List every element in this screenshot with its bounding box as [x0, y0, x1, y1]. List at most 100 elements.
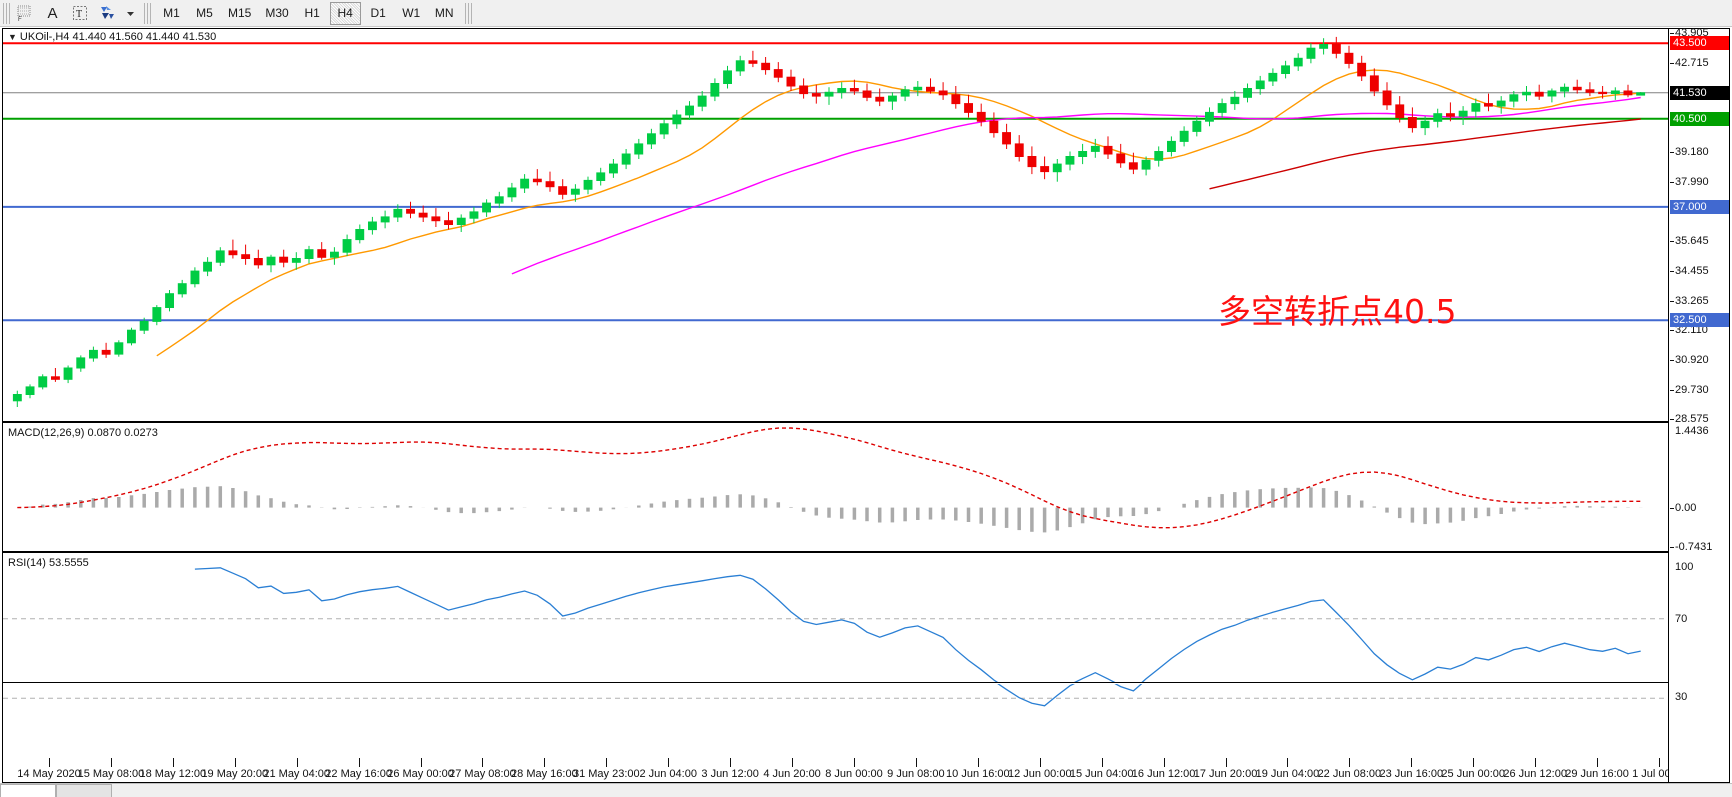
toolbar-separator-end [464, 2, 472, 24]
price-axis-badge-40-500: 40.500 [1670, 111, 1729, 126]
time-axis-label-21: 22 Jun 08:00 [1317, 768, 1382, 780]
time-axis-tick [915, 758, 917, 767]
time-axis-label-11: 3 Jun 12:00 [701, 768, 759, 780]
price-axis-column[interactable]: 43.90542.71541.52540.37039.18037.99036.8… [1668, 27, 1729, 782]
timeframe-m5[interactable]: M5 [196, 6, 213, 20]
time-axis-tick [1225, 758, 1227, 767]
timeframe-m1[interactable]: M1 [163, 6, 180, 20]
timeframe-m15[interactable]: M15 [228, 6, 252, 20]
price-axis-badge-43-500: 43.500 [1670, 36, 1729, 51]
time-axis-label-4: 21 May 04:00 [263, 768, 331, 780]
time-axis-label-5: 22 May 16:00 [325, 768, 392, 780]
timeframe-h4[interactable]: H4 [329, 1, 361, 25]
time-axis-label-14: 9 Jun 08:00 [887, 768, 945, 780]
chart-tab-1[interactable] [0, 784, 56, 797]
time-axis-tick [296, 758, 298, 767]
time-axis-tick [1411, 758, 1413, 767]
rsi-pane[interactable]: RSI(14) 53.5555 [3, 555, 1729, 683]
time-axis-tick [110, 758, 112, 767]
price-axis-tick-9: 33.265 [1670, 294, 1709, 307]
timeframe-d1[interactable]: D1 [370, 6, 386, 20]
time-axis-tick [1659, 758, 1660, 767]
price-axis-tick-8: 34.455 [1670, 264, 1709, 277]
chart-tab-2[interactable] [56, 784, 112, 797]
time-axis-label-7: 27 May 08:00 [449, 768, 516, 780]
time-axis-label-1: 15 May 08:00 [77, 768, 145, 780]
svg-text:T: T [76, 9, 82, 20]
time-axis-label-12: 4 Jun 20:00 [763, 768, 821, 780]
time-axis-label-13: 8 Jun 00:00 [825, 768, 883, 780]
chart-area[interactable]: ▼ UKOil-,H4 41.440 41.560 41.440 41.530 多… [2, 27, 1730, 783]
shapes-icon[interactable] [94, 2, 120, 25]
timeframe-h1[interactable]: H1 [304, 6, 320, 20]
price-plot [3, 36, 1669, 407]
price-pane[interactable]: ▼ UKOil-,H4 41.440 41.560 41.440 41.530 多… [3, 29, 1729, 423]
macd-pane-label: MACD(12,26,9) 0.0870 0.0273 [8, 427, 158, 439]
time-axis-label-17: 15 Jun 04:00 [1069, 768, 1134, 780]
macd-plot [17, 427, 1643, 533]
time-axis-tick [49, 758, 50, 767]
time-axis-label-18: 16 Jun 12:00 [1131, 768, 1196, 780]
time-axis-label-24: 26 Jun 12:00 [1503, 768, 1567, 780]
rsi-pane-label: RSI(14) 53.5555 [8, 557, 89, 569]
price-axis-badge-32-500: 32.500 [1670, 313, 1729, 328]
time-axis-tick [668, 758, 670, 767]
time-axis-label-2: 18 May 12:00 [139, 768, 207, 780]
price-pane-label: ▼ UKOil-,H4 41.440 41.560 41.440 41.530 [8, 31, 216, 43]
text-box-icon[interactable]: T [67, 2, 92, 25]
svg-text:F: F [18, 17, 22, 22]
price-axis-tick-12: 29.730 [1670, 383, 1709, 396]
timeframe-m30[interactable]: M30 [265, 6, 289, 20]
time-axis-label-0: 14 May 2020 [17, 768, 81, 780]
time-axis-tick [544, 758, 546, 767]
chart-annotation: 多空转折点40.5 [1218, 292, 1457, 331]
macd-axis-tick-2: -0.7431 [1669, 541, 1713, 553]
time-axis-tick [234, 758, 236, 767]
time-axis-label-9: 31 May 23:00 [572, 768, 640, 780]
rsi-axis-tick-1: 70 [1675, 612, 1688, 625]
time-axis-tick [606, 758, 608, 767]
time-axis-tick [792, 758, 794, 767]
price-axis-tick-13: 28.575 [1670, 413, 1709, 425]
time-axis-label-16: 12 Jun 00:00 [1007, 768, 1072, 780]
toolbar-separator [144, 2, 151, 24]
timeframe-w1[interactable]: W1 [402, 6, 421, 20]
time-axis-tick [1039, 758, 1041, 767]
time-axis-label-15: 10 Jun 16:00 [946, 768, 1010, 780]
time-axis-label-8: 28 May 16:00 [511, 768, 578, 780]
time-axis-label-6: 26 May 00:00 [387, 768, 454, 780]
macd-pane[interactable]: MACD(12,26,9) 0.0870 0.0273 [3, 425, 1729, 553]
letter-a-icon[interactable]: A [40, 2, 65, 25]
time-axis-pane: 14 May 2020 15 May 08:00 18 May 12:00 19 Ma… [3, 684, 1729, 782]
time-axis-label-25: 29 Jun 16:00 [1565, 768, 1629, 780]
toolbar-drag-handle[interactable] [3, 2, 10, 24]
time-axis-tick [1163, 758, 1165, 767]
price-axis-badge-37-000: 37.000 [1670, 199, 1729, 214]
time-axis-tick [854, 758, 855, 767]
time-axis-label-10: 2 Jun 04:00 [639, 768, 697, 780]
price-axis-tick-4: 39.180 [1670, 145, 1709, 158]
time-axis-tick [172, 758, 174, 767]
time-axis-label-22: 23 Jun 16:00 [1379, 768, 1444, 780]
price-axis-tick-7: 35.645 [1670, 234, 1709, 247]
time-axis-tick [358, 758, 360, 767]
macd-axis-tick-0: 1.4436 [1675, 425, 1709, 437]
crosshair-f-icon[interactable]: F [13, 2, 38, 25]
time-axis[interactable]: 14 May 2020 15 May 08:00 18 May 12:00 19 Ma… [3, 758, 1729, 782]
time-axis-tick [1597, 758, 1599, 767]
time-axis-tick [1101, 758, 1103, 767]
time-axis-label-3: 19 May 20:00 [201, 768, 269, 780]
collapse-arrow-icon[interactable]: ▼ [8, 32, 17, 42]
price-axis-tick-11: 30.920 [1670, 353, 1709, 366]
timeframe-mn[interactable]: MN [434, 6, 454, 20]
rsi-axis-tick-0: 100 [1675, 561, 1694, 573]
main-toolbar: F A T M1 M5 M15 M30 H1 [0, 0, 1732, 27]
chart-tab-bar[interactable] [0, 783, 1732, 797]
price-axis-tick-1: 42.715 [1670, 56, 1709, 69]
objects-dropdown-arrow-icon[interactable] [122, 2, 139, 25]
price-axis-tick-0: 43.905 [1670, 27, 1709, 39]
time-axis-tick [977, 758, 979, 767]
time-axis-tick [420, 758, 422, 767]
time-axis-tick [1473, 758, 1475, 767]
